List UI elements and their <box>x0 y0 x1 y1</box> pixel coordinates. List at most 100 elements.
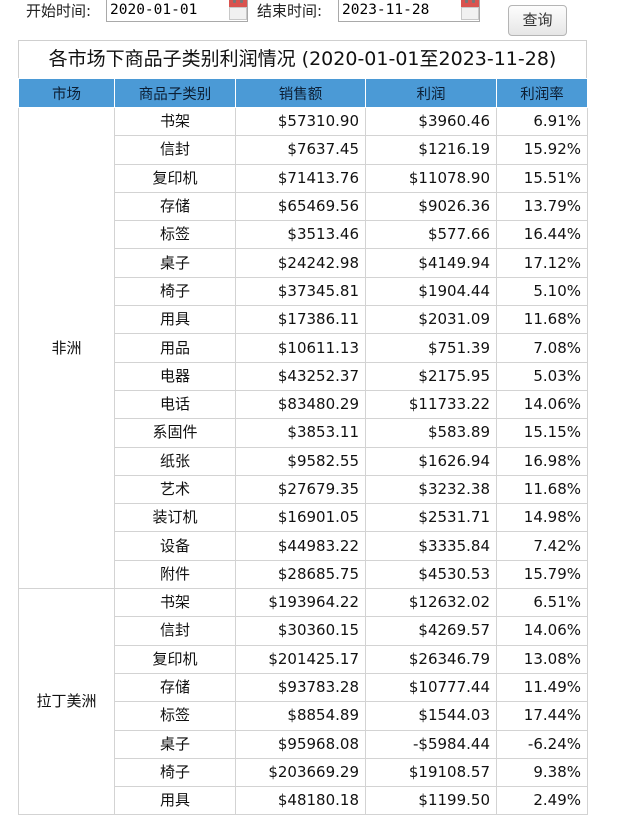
report: 各市场下商品子类别利润情况 (2020-01-01至2023-11-28) 市场… <box>18 40 588 815</box>
table-row: 附件 $28685.75 $4530.53 15.79% <box>19 559 588 590</box>
subcategory-cell: 用具 <box>114 305 236 335</box>
sales-cell: $193964.22 <box>235 588 366 618</box>
calendar-icon[interactable] <box>229 0 247 20</box>
profit-rate-cell: -6.24% <box>496 729 588 759</box>
sales-cell: $65469.56 <box>235 191 366 222</box>
profit-cell: $1626.94 <box>365 446 497 476</box>
market-cell: 非洲 <box>18 106 115 590</box>
end-date-input[interactable]: 2023-11-28 <box>338 0 480 22</box>
profit-cell: $26346.79 <box>365 644 497 674</box>
sales-cell: $44983.22 <box>235 531 366 561</box>
table-row: 椅子 $203669.29 $19108.57 9.38% <box>19 757 588 788</box>
sales-cell: $43252.37 <box>235 361 366 391</box>
profit-cell: $11078.90 <box>365 163 497 193</box>
sales-cell: $201425.17 <box>235 644 366 674</box>
subcategory-cell: 信封 <box>114 616 236 646</box>
profit-cell: $3960.46 <box>365 106 497 137</box>
profit-cell: $577.66 <box>365 220 497 250</box>
profit-cell: $583.89 <box>365 418 497 448</box>
profit-cell: $3232.38 <box>365 474 497 505</box>
profit-rate-cell: 17.12% <box>496 248 588 278</box>
sales-cell: $10611.13 <box>235 333 366 363</box>
profit-cell: $1199.50 <box>365 786 497 815</box>
profit-rate-cell: 17.44% <box>496 701 588 731</box>
table-row: 系固件 $3853.11 $583.89 15.15% <box>19 418 588 448</box>
sales-cell: $37345.81 <box>235 276 366 307</box>
profit-cell: -$5984.44 <box>365 729 497 759</box>
profit-cell: $4149.94 <box>365 248 497 278</box>
profit-cell: $4530.53 <box>365 559 497 590</box>
table-row: 装订机 $16901.05 $2531.71 14.98% <box>19 503 588 533</box>
market-cell: 拉丁美洲 <box>18 588 115 815</box>
sales-cell: $30360.15 <box>235 616 366 646</box>
sales-cell: $27679.35 <box>235 474 366 505</box>
table-row: 信封 $7637.45 $1216.19 15.92% <box>19 135 588 165</box>
profit-rate-cell: 5.03% <box>496 361 588 391</box>
profit-cell: $4269.57 <box>365 616 497 646</box>
subcategory-cell: 用具 <box>114 786 236 815</box>
profit-rate-cell: 9.38% <box>496 757 588 788</box>
header-market: 市场 <box>18 78 115 108</box>
profit-cell: $2031.09 <box>365 305 497 335</box>
report-title: 各市场下商品子类别利润情况 (2020-01-01至2023-11-28) <box>18 40 587 78</box>
subcategory-cell: 艺术 <box>114 474 236 505</box>
subcategory-cell: 椅子 <box>114 276 236 307</box>
profit-cell: $1544.03 <box>365 701 497 731</box>
profit-rate-cell: 2.49% <box>496 786 588 815</box>
profit-cell: $9026.36 <box>365 191 497 222</box>
subcategory-cell: 标签 <box>114 701 236 731</box>
subcategory-cell: 用品 <box>114 333 236 363</box>
subcategory-cell: 存储 <box>114 672 236 703</box>
profit-cell: $1904.44 <box>365 276 497 307</box>
start-date-input[interactable]: 2020-01-01 <box>106 0 248 22</box>
header-profit: 利润 <box>365 78 497 108</box>
profit-cell: $2531.71 <box>365 503 497 533</box>
sales-cell: $17386.11 <box>235 305 366 335</box>
sales-cell: $24242.98 <box>235 248 366 278</box>
profit-rate-cell: 5.10% <box>496 276 588 307</box>
table-row: 桌子 $24242.98 $4149.94 17.12% <box>19 248 588 278</box>
subcategory-cell: 设备 <box>114 531 236 561</box>
subcategory-cell: 复印机 <box>114 163 236 193</box>
subcategory-cell: 桌子 <box>114 248 236 278</box>
profit-rate-cell: 15.79% <box>496 559 588 590</box>
table-row: 非洲 书架 $57310.90 $3960.46 6.91% <box>18 106 588 590</box>
end-time-label: 结束时间: <box>257 2 323 20</box>
profit-rate-cell: 14.98% <box>496 503 588 533</box>
subcategory-cell: 装订机 <box>114 503 236 533</box>
profit-rate-cell: 11.49% <box>496 672 588 703</box>
sales-cell: $48180.18 <box>235 786 366 815</box>
table-row: 存储 $93783.28 $10777.44 11.49% <box>19 672 588 703</box>
query-button[interactable]: 查询 <box>508 5 567 36</box>
profit-rate-cell: 15.15% <box>496 418 588 448</box>
profit-cell: $751.39 <box>365 333 497 363</box>
sales-cell: $8854.89 <box>235 701 366 731</box>
table-row: 纸张 $9582.55 $1626.94 16.98% <box>19 446 588 476</box>
table-row: 用品 $10611.13 $751.39 7.08% <box>19 333 588 363</box>
table-row: 桌子 $95968.08 -$5984.44 -6.24% <box>19 729 588 759</box>
header-subcategory: 商品子类别 <box>114 78 236 108</box>
subcategory-cell: 复印机 <box>114 644 236 674</box>
sales-cell: $203669.29 <box>235 757 366 788</box>
calendar-icon[interactable] <box>461 0 479 20</box>
profit-cell: $3335.84 <box>365 531 497 561</box>
profit-rate-cell: 6.51% <box>496 588 588 618</box>
subcategory-cell: 椅子 <box>114 757 236 788</box>
sales-cell: $93783.28 <box>235 672 366 703</box>
subcategory-cell: 纸张 <box>114 446 236 476</box>
filter-bar: 开始时间: 2020-01-01 结束时间: 2023-11-28 查询 <box>0 0 625 38</box>
profit-cell: $2175.95 <box>365 361 497 391</box>
profit-rate-cell: 15.92% <box>496 135 588 165</box>
profit-cell: $1216.19 <box>365 135 497 165</box>
profit-rate-cell: 7.42% <box>496 531 588 561</box>
table-row: 设备 $44983.22 $3335.84 7.42% <box>19 531 588 561</box>
sales-cell: $3853.11 <box>235 418 366 448</box>
sales-cell: $95968.08 <box>235 729 366 759</box>
profit-rate-cell: 6.91% <box>496 106 588 137</box>
subcategory-cell: 电器 <box>114 361 236 391</box>
profit-rate-cell: 14.06% <box>496 389 588 420</box>
table-row: 信封 $30360.15 $4269.57 14.06% <box>19 616 588 646</box>
sales-cell: $83480.29 <box>235 389 366 420</box>
sales-cell: $71413.76 <box>235 163 366 193</box>
table-row: 标签 $3513.46 $577.66 16.44% <box>19 220 588 250</box>
